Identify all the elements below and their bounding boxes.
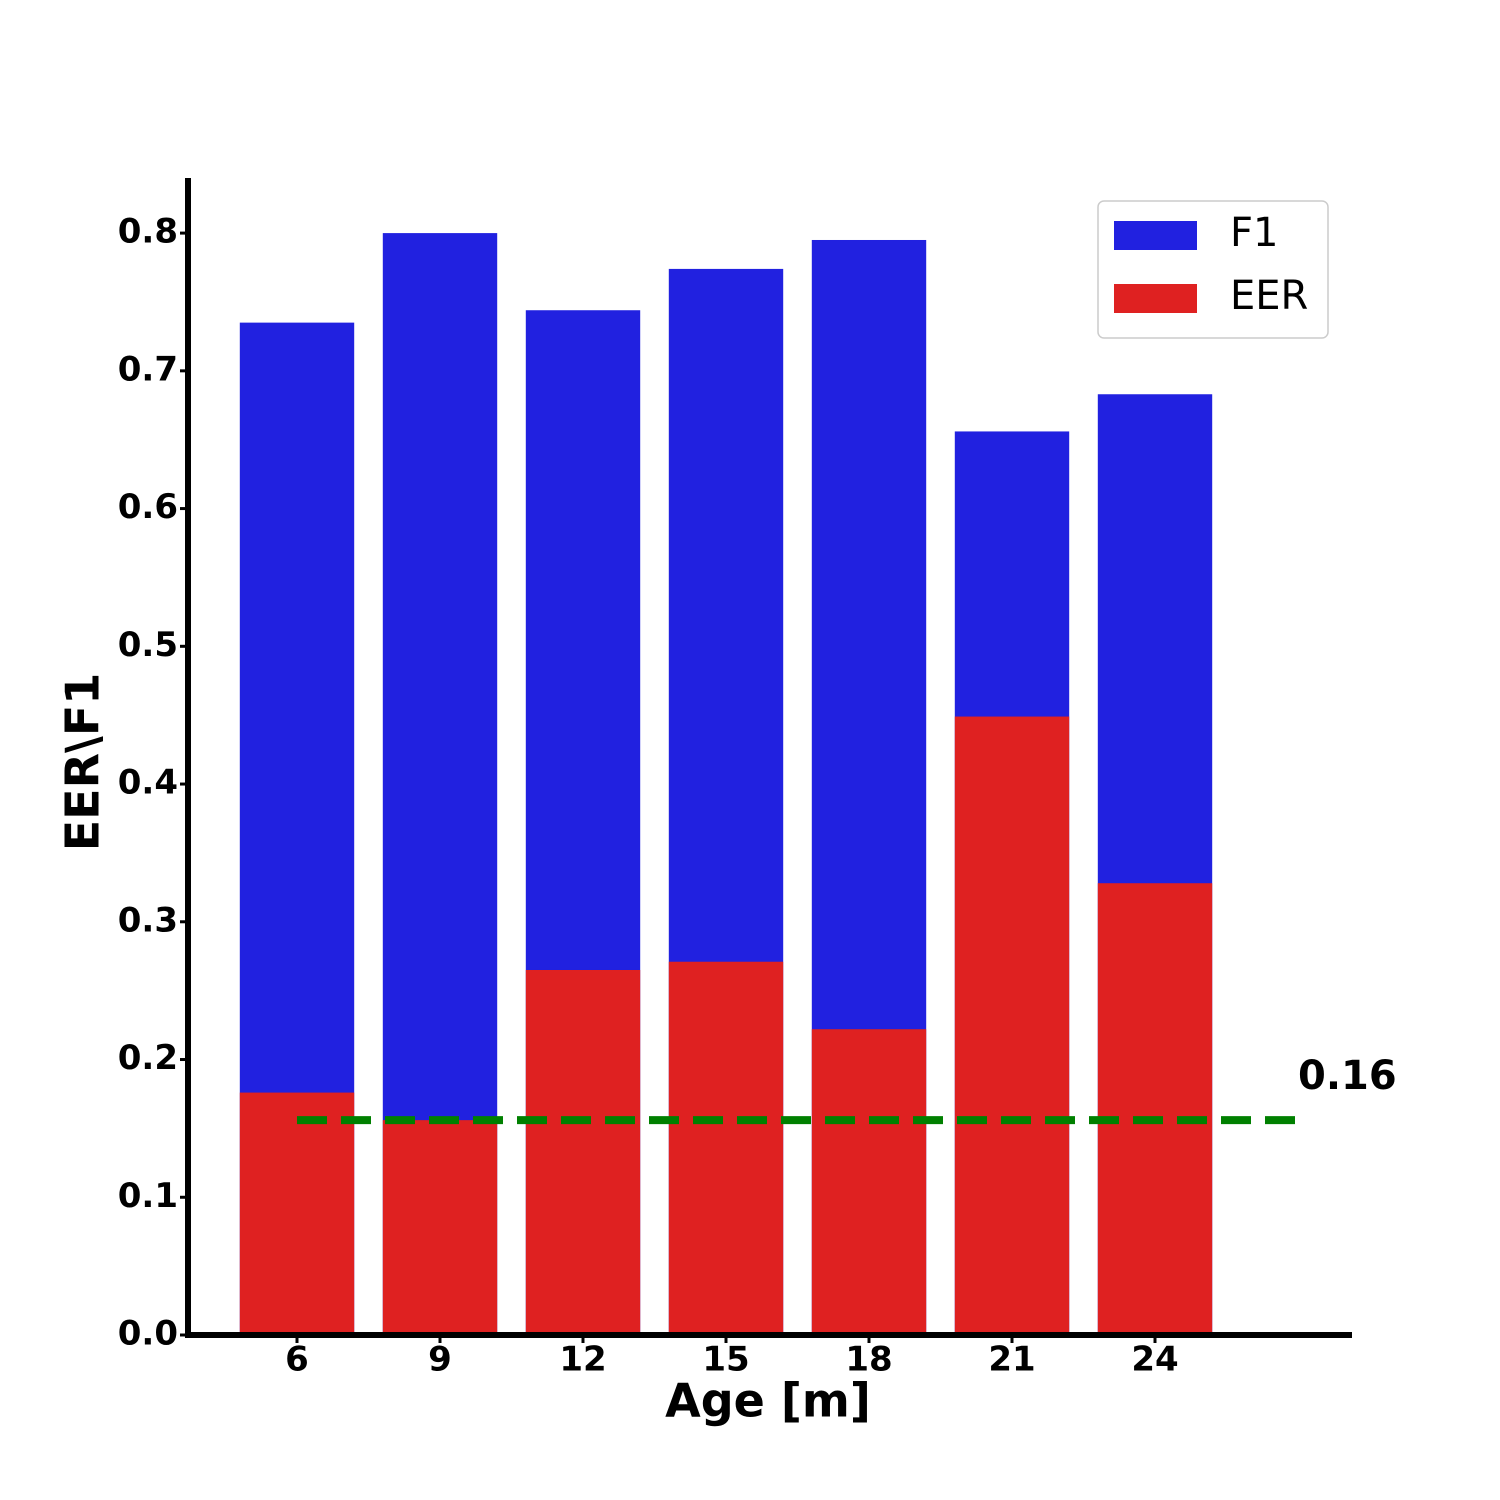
bar (1097, 883, 1213, 1335)
bar (382, 1120, 498, 1335)
x-tick-label: 6 (285, 1340, 309, 1380)
bar (811, 1029, 927, 1335)
x-tick-label: 12 (559, 1340, 606, 1380)
y-tick-label: 0.7 (118, 349, 178, 389)
y-tick-label: 0.8 (118, 212, 178, 252)
y-tick-label: 0.1 (118, 1176, 178, 1216)
y-tick-label: 0.4 (118, 763, 178, 803)
reference-label: 0.16 (1298, 1053, 1397, 1099)
y-tick-label: 0.2 (118, 1038, 178, 1078)
x-axis-label: Age [m] (665, 1374, 871, 1428)
y-tick-label: 0.6 (118, 487, 178, 527)
x-tick-label: 21 (988, 1340, 1035, 1380)
y-axis-label: EER\F1 (56, 673, 110, 852)
y-tick-label: 0.5 (118, 625, 178, 665)
x-tick-label: 24 (1131, 1340, 1178, 1380)
y-tick-label: 0.0 (118, 1314, 178, 1354)
bar (239, 1092, 355, 1335)
bar (525, 969, 641, 1335)
legend-label: F1 (1230, 210, 1278, 256)
legend-label: EER (1230, 273, 1308, 319)
legend-swatch (1114, 221, 1197, 250)
legend-swatch (1114, 284, 1197, 313)
bar (668, 961, 784, 1335)
x-tick-label: 15 (702, 1340, 749, 1380)
bar (954, 716, 1070, 1335)
y-tick-label: 0.3 (118, 900, 178, 940)
x-tick-label: 9 (428, 1340, 452, 1380)
x-tick-label: 18 (845, 1340, 892, 1380)
